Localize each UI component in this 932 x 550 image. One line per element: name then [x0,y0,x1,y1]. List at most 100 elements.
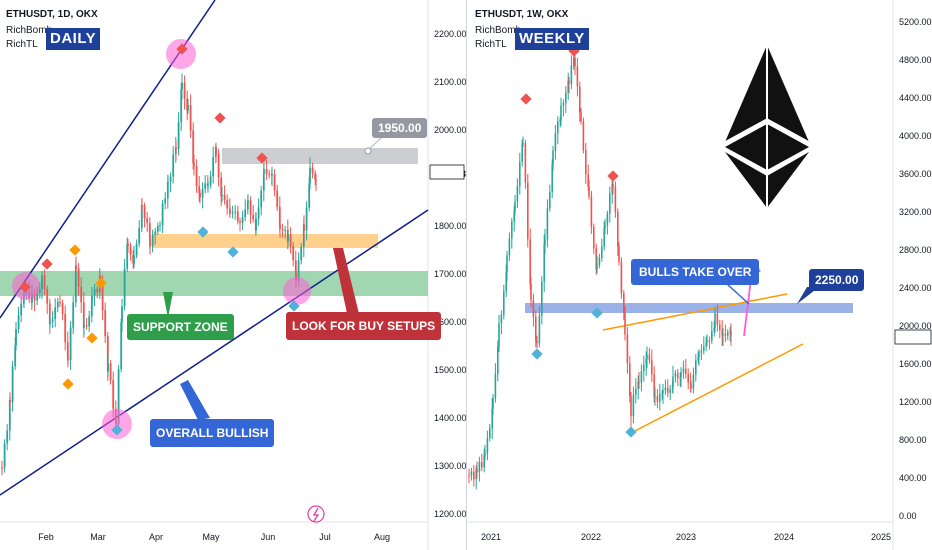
candle-body [212,156,215,177]
candle-body [565,92,567,104]
candle-body [1,467,3,469]
symbol-label: ETHUSDT, 1D, OKX [6,9,98,20]
price-scale[interactable]: 2200.002100.002000.001911.331800.001700.… [434,29,466,519]
candle-body [281,228,284,231]
candle-body [129,246,132,255]
candle-body [297,260,300,281]
candle-body [706,340,708,343]
timeframe-badge: WEEKLY [515,28,589,50]
time-tick-label: Apr [149,532,163,542]
candle-body [236,211,239,222]
price-tick-label: 0.00 [899,511,917,521]
price-tick-label: 400.00 [899,473,927,483]
candle-body [700,350,703,353]
candle-body [654,396,656,398]
candle-body [546,208,549,240]
candle-body [714,313,716,328]
candle-body [582,121,585,151]
candle-body [651,360,653,375]
candle-body [677,373,679,378]
candle-body [530,284,532,301]
candle-body [195,166,198,187]
candle-body [535,316,537,341]
buy-pointer [333,248,360,318]
candle-body [166,182,169,199]
bulls-take-over-callout: BULLS TAKE OVER [631,259,760,285]
candle-body [492,398,494,409]
indicator-richbomb[interactable]: RichBomb [475,25,522,36]
time-tick-label: Feb [38,532,54,542]
candle-body [260,190,263,208]
price-tick-label: 1800.00 [434,221,466,231]
price-scale[interactable]: 5200.00 4800.00 4400.00 4000.00 3600.00 3200.… [899,17,932,521]
upper-wedge-line[interactable] [602,293,788,331]
indicator-richtl[interactable]: RichTL [6,39,38,50]
lightning-bolt-icon[interactable] [307,505,325,523]
candle-body [648,354,651,361]
candle-body [554,133,557,151]
candle-body [601,246,603,258]
bear-diamond [41,258,53,270]
bulls-pointer [726,283,750,305]
candle-body [82,302,85,328]
weekly-level-band[interactable] [525,303,853,313]
bull-diamond [288,300,300,312]
candle-body [271,174,273,176]
time-scale[interactable]: 2021 2022 2023 2024 2025 [481,532,891,542]
lower-wedge-line[interactable] [630,343,804,434]
candle-body [187,105,189,111]
last-price-box [429,164,465,180]
candle-body [560,105,562,120]
candle-body [662,390,664,394]
indicator-richtl[interactable]: RichTL [475,39,507,50]
candle-body [483,455,485,468]
candle-body [265,169,268,174]
candle-body [664,387,667,391]
resistance-zone[interactable] [222,148,418,164]
candle-body [713,327,715,332]
candle-body [576,66,579,87]
candle-body [189,105,192,131]
weekly-chart-panel[interactable]: 5200.00 4800.00 4400.00 4000.00 3600.00 3200.… [466,0,932,550]
candle-body [505,272,507,292]
candle-body [140,204,143,229]
candle-body [239,221,241,223]
candle-body [77,268,80,287]
highlight-circle [102,409,132,439]
time-scale[interactable]: Feb Mar Apr May Jun Jul Aug [38,532,390,542]
candle-body [585,150,587,175]
price-tick-label: 5200.00 [899,17,932,27]
candle-body [161,203,164,226]
candle-body [229,209,231,214]
support-zone-band[interactable] [0,271,428,296]
candle-body [287,234,289,242]
candle-body [198,186,201,193]
price-tick-label: 1200.00 [899,397,932,407]
candle-body [175,147,177,150]
price-tick-label: 2400.00 [899,283,932,293]
candle-body [659,393,661,402]
candle-body [43,275,46,290]
candle-body [3,443,6,468]
daily-chart-panel[interactable]: 2200.002100.002000.001911.331800.001700.… [0,0,466,550]
indicator-richbomb[interactable]: RichBomb [6,25,53,36]
lightning-bolt-glyph [312,507,320,522]
candle-body [247,200,249,203]
candle-body [638,382,640,384]
bull-diamond [227,246,239,258]
lower-trend-line[interactable] [0,209,429,496]
candle-body [83,325,85,328]
orange-zone[interactable] [152,234,378,248]
candle-body [543,244,545,282]
weekly-chart-canvas[interactable]: 5200.00 4800.00 4400.00 4000.00 3600.00 3200.… [467,0,932,550]
candle-body [637,382,639,389]
pointer-dot [364,147,372,155]
price-tick-label: 1200.00 [434,509,466,519]
daily-chart-canvas[interactable]: 2200.002100.002000.001911.331800.001700.… [0,0,466,550]
candle-body [141,204,143,206]
candle-body [716,313,719,325]
candle-body [49,321,51,324]
candle-body [506,255,508,273]
candle-body [481,462,483,468]
bear-diamond [256,152,268,164]
